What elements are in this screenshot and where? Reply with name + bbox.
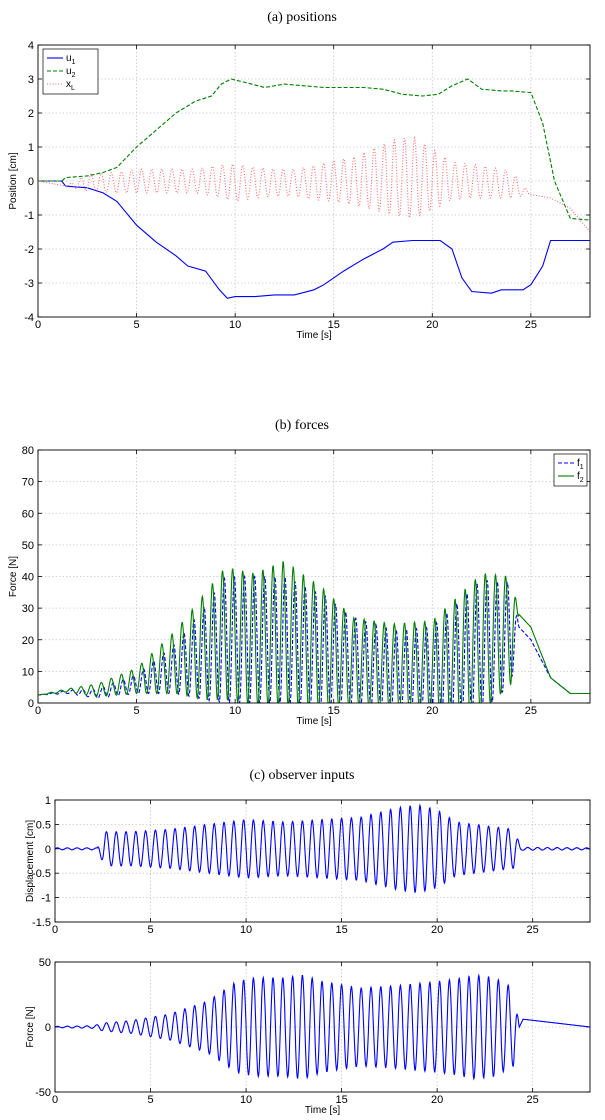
x-tick-label: 0 [52,1094,58,1106]
plot-frame [54,961,591,1093]
y-axis-label: Force [N] [25,1006,36,1047]
y-tick-label: 0 [45,1022,51,1034]
chart-0: (a) positions 0 5 10 15 20 25 -4 -3 -2 -1 0 1 2 3 4 Time… [8,10,591,341]
chart-1: (b) forces 0 5 10 15 20 25 0 10 20 30 40 50 60 70 80 Tim… [8,418,591,727]
y-tick-label: 10 [22,666,34,678]
y-tick-label: 3 [28,74,34,86]
series-line-1 [38,78,590,221]
x-tick-label: 20 [426,705,438,717]
series-line-0 [38,574,590,703]
x-tick-label: 20 [431,924,443,936]
y-tick-label: -2 [24,244,34,256]
x-axis-label: Time [s] [305,1105,340,1116]
legend-subscript: 2 [72,72,76,79]
x-tick-label: 15 [328,705,340,717]
legend-subscript: 1 [580,464,584,471]
legend-box [553,453,588,487]
chart-caption: (a) positions [267,10,337,25]
x-tick-label: 10 [240,924,252,936]
y-tick-label: -4 [24,312,34,324]
y-axis-label: Position [cm] [8,152,19,209]
y-tick-label: 0 [45,844,51,856]
legend-subscript: L [71,85,75,92]
plot-frame [54,799,591,923]
series-line-0 [55,803,590,894]
x-tick-label: 25 [527,924,539,936]
y-tick-label: 60 [22,508,34,520]
legend-label: xL [66,79,75,92]
series-line-0 [38,180,590,299]
legend-label: f2 [577,471,584,484]
x-tick-label: 5 [147,1094,153,1106]
x-tick-label: 10 [240,1094,252,1106]
y-tick-label: -1 [41,893,51,905]
x-tick-label: 20 [431,1094,443,1106]
y-tick-label: 0 [28,176,34,188]
y-tick-label: 30 [22,603,34,615]
legend-subscript: 1 [72,59,76,66]
y-tick-label: -3 [24,278,34,290]
x-tick-label: 10 [229,705,241,717]
y-tick-label: 50 [39,957,51,969]
x-tick-label: 10 [229,319,241,331]
y-tick-label: 40 [22,572,34,584]
series-line-0 [55,973,590,1081]
x-axis-label: Time [s] [296,330,331,341]
x-tick-label: 25 [525,319,537,331]
y-tick-label: 1 [45,795,51,807]
y-axis-label: Force [N] [8,556,19,597]
series-line-1 [38,561,590,703]
y-tick-label: 0 [28,698,34,710]
y-tick-label: 20 [22,635,34,647]
legend-label: u2 [66,66,76,79]
legend-label: f1 [577,458,584,471]
y-tick-label: 2 [28,108,34,120]
chart-caption: (c) observer inputs [250,768,355,783]
legend-subscript: 2 [580,477,584,484]
x-tick-label: 0 [35,319,41,331]
chart-caption: (b) forces [275,418,329,433]
y-tick-label: -0.5 [32,868,51,880]
y-tick-label: 4 [28,40,34,52]
x-tick-label: 5 [134,705,140,717]
y-tick-label: -1.5 [32,917,51,929]
x-tick-label: 20 [426,319,438,331]
x-tick-label: 5 [147,924,153,936]
y-tick-label: -50 [35,1087,51,1099]
y-tick-label: -1 [24,210,34,222]
x-tick-label: 5 [134,319,140,331]
y-tick-label: 50 [22,540,34,552]
x-axis-label: Time [s] [296,716,331,727]
x-tick-label: 25 [525,705,537,717]
x-tick-label: 0 [52,924,58,936]
legend-label: u1 [66,53,76,66]
y-tick-label: 80 [22,445,34,457]
y-tick-label: 0.5 [36,819,51,831]
x-tick-label: 15 [328,319,340,331]
y-axis-label: Displacement [cm] [25,820,36,902]
legend-box [42,48,99,95]
y-tick-label: 1 [28,142,34,154]
y-tick-label: 70 [22,477,34,489]
x-tick-label: 15 [335,1094,347,1106]
plot-frame [37,44,591,318]
plot-frame [37,449,591,704]
x-tick-label: 15 [335,924,347,936]
series-line-2 [38,136,590,233]
x-tick-label: 25 [527,1094,539,1106]
x-tick-label: 0 [35,705,41,717]
